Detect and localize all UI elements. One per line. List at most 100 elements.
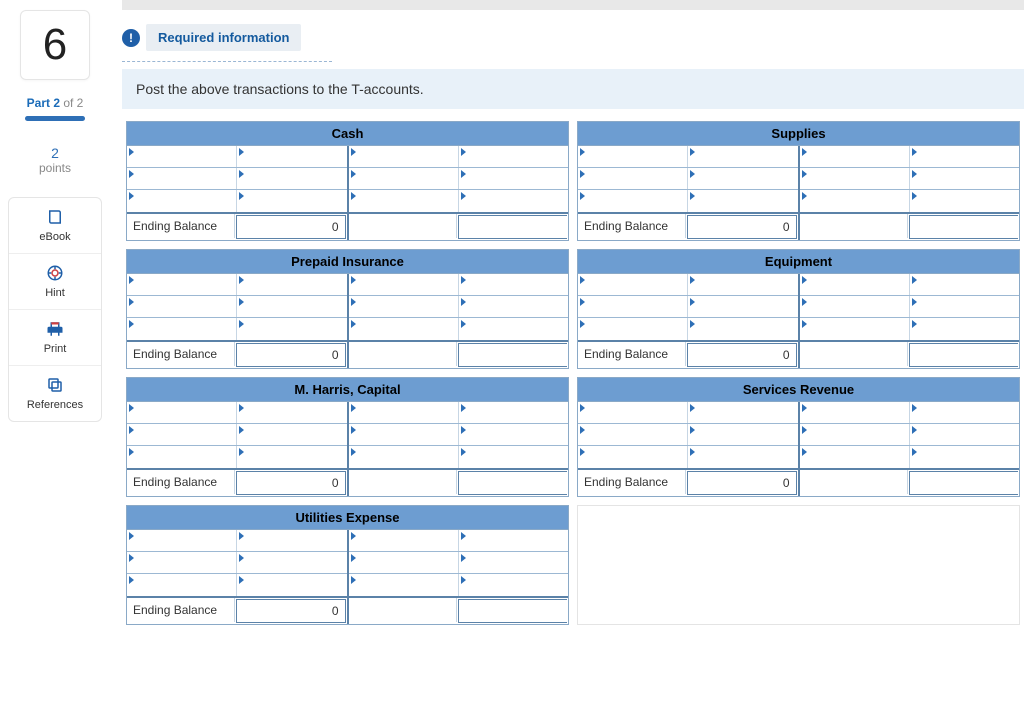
entry-select-cell[interactable] [349, 168, 459, 189]
entry-amount-cell[interactable] [237, 190, 346, 212]
entry-amount-cell[interactable] [688, 274, 797, 295]
ending-credit [349, 598, 569, 624]
entry-select-cell[interactable] [127, 424, 237, 445]
entry-amount-cell[interactable] [237, 402, 346, 423]
entry-amount-cell[interactable] [910, 274, 1019, 295]
entry-amount-cell[interactable] [459, 530, 568, 551]
entry-amount-cell[interactable] [237, 446, 346, 468]
entry-amount-cell[interactable] [459, 146, 568, 167]
t-account-row [578, 146, 798, 168]
entry-amount-cell[interactable] [688, 402, 797, 423]
entry-select-cell[interactable] [127, 552, 237, 573]
entry-amount-cell[interactable] [459, 168, 568, 189]
entry-amount-cell[interactable] [459, 574, 568, 596]
entry-select-cell[interactable] [349, 296, 459, 317]
entry-amount-cell[interactable] [688, 424, 797, 445]
entry-select-cell[interactable] [800, 146, 910, 167]
entry-amount-cell[interactable] [910, 296, 1019, 317]
entry-select-cell[interactable] [578, 296, 688, 317]
entry-select-cell[interactable] [800, 402, 910, 423]
entry-amount-cell[interactable] [910, 190, 1019, 212]
entry-amount-cell[interactable] [910, 146, 1019, 167]
entry-amount-cell[interactable] [237, 424, 346, 445]
entry-select-cell[interactable] [127, 274, 237, 295]
entry-select-cell[interactable] [349, 424, 459, 445]
debit-column [127, 146, 349, 212]
entry-select-cell[interactable] [349, 146, 459, 167]
entry-select-cell[interactable] [800, 318, 910, 340]
entry-select-cell[interactable] [578, 190, 688, 212]
entry-select-cell[interactable] [800, 296, 910, 317]
sidebar-item-ebook[interactable]: eBook [9, 198, 101, 254]
entry-amount-cell[interactable] [910, 402, 1019, 423]
entry-amount-cell[interactable] [910, 424, 1019, 445]
entry-select-cell[interactable] [349, 274, 459, 295]
entry-select-cell[interactable] [127, 296, 237, 317]
entry-amount-cell[interactable] [237, 318, 346, 340]
sidebar-item-hint[interactable]: Hint [9, 254, 101, 310]
ending-credit-value [458, 471, 567, 495]
entry-select-cell[interactable] [800, 168, 910, 189]
sidebar-item-print[interactable]: Print [9, 310, 101, 366]
entry-amount-cell[interactable] [237, 146, 346, 167]
entry-amount-cell[interactable] [910, 446, 1019, 468]
entry-amount-cell[interactable] [237, 296, 346, 317]
entry-select-cell[interactable] [349, 402, 459, 423]
entry-select-cell[interactable] [127, 574, 237, 596]
entry-amount-cell[interactable] [688, 190, 797, 212]
entry-amount-cell[interactable] [688, 446, 797, 468]
entry-amount-cell[interactable] [910, 168, 1019, 189]
entry-select-cell[interactable] [578, 446, 688, 468]
sidebar-item-references[interactable]: References [9, 366, 101, 421]
entry-select-cell[interactable] [578, 318, 688, 340]
ending-balance-row: Ending Balance0 [127, 468, 568, 496]
entry-amount-cell[interactable] [459, 274, 568, 295]
entry-select-cell[interactable] [127, 318, 237, 340]
entry-select-cell[interactable] [578, 424, 688, 445]
entry-select-cell[interactable] [349, 574, 459, 596]
entry-select-cell[interactable] [800, 446, 910, 468]
entry-amount-cell[interactable] [459, 552, 568, 573]
entry-select-cell[interactable] [349, 190, 459, 212]
entry-select-cell[interactable] [127, 446, 237, 468]
entry-select-cell[interactable] [349, 318, 459, 340]
entry-amount-cell[interactable] [459, 402, 568, 423]
entry-amount-cell[interactable] [237, 530, 346, 551]
entry-select-cell[interactable] [127, 190, 237, 212]
entry-select-cell[interactable] [127, 402, 237, 423]
ending-spacer [800, 342, 909, 366]
t-account-row [800, 296, 1020, 318]
entry-amount-cell[interactable] [459, 190, 568, 212]
entry-amount-cell[interactable] [688, 168, 797, 189]
entry-amount-cell[interactable] [688, 296, 797, 317]
entry-select-cell[interactable] [800, 274, 910, 295]
entry-select-cell[interactable] [349, 446, 459, 468]
entry-select-cell[interactable] [127, 530, 237, 551]
entry-select-cell[interactable] [127, 146, 237, 167]
entry-amount-cell[interactable] [459, 318, 568, 340]
entry-amount-cell[interactable] [459, 296, 568, 317]
entry-select-cell[interactable] [578, 274, 688, 295]
credit-column [800, 402, 1020, 468]
entry-amount-cell[interactable] [910, 318, 1019, 340]
ending-balance-value: 0 [236, 343, 345, 367]
progress-bar [25, 116, 85, 121]
entry-amount-cell[interactable] [688, 146, 797, 167]
entry-select-cell[interactable] [800, 190, 910, 212]
entry-select-cell[interactable] [127, 168, 237, 189]
entry-amount-cell[interactable] [237, 274, 346, 295]
entry-select-cell[interactable] [349, 552, 459, 573]
t-account: SuppliesEnding Balance0 [577, 121, 1020, 241]
entry-select-cell[interactable] [578, 146, 688, 167]
entry-amount-cell[interactable] [237, 552, 346, 573]
entry-select-cell[interactable] [349, 530, 459, 551]
entry-amount-cell[interactable] [237, 168, 346, 189]
entry-select-cell[interactable] [800, 424, 910, 445]
entry-amount-cell[interactable] [688, 318, 797, 340]
entry-select-cell[interactable] [578, 168, 688, 189]
entry-amount-cell[interactable] [459, 446, 568, 468]
entry-amount-cell[interactable] [237, 574, 346, 596]
entry-select-cell[interactable] [578, 402, 688, 423]
required-information-button[interactable]: Required information [146, 24, 301, 51]
entry-amount-cell[interactable] [459, 424, 568, 445]
